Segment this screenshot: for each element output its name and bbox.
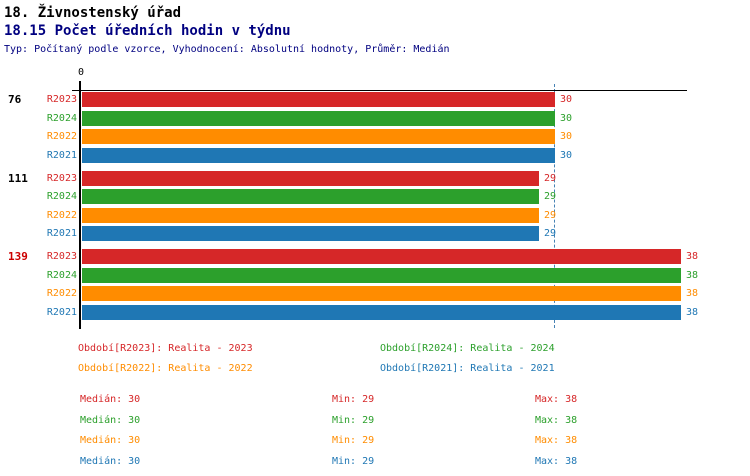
chart-meta-line: Typ: Počítaný podle vzorce, Vyhodnocení:… [4, 44, 450, 55]
bar [82, 147, 555, 163]
x-axis-line [72, 90, 687, 91]
bar [82, 170, 539, 186]
bar [82, 226, 539, 241]
stat-cell: Medián: 30 [80, 456, 141, 467]
bar-value-label: 30 [560, 131, 573, 142]
bar-value-label: 29 [544, 228, 557, 239]
legend-item: Období[R2023]: Realita - 2023 [78, 343, 253, 354]
group-label: 76 [8, 93, 22, 106]
legend-item: Období[R2021]: Realita - 2021 [380, 363, 555, 374]
bar-series-label: R2022 [46, 288, 77, 299]
bar-value-label: 30 [560, 112, 573, 124]
bar [82, 286, 681, 301]
stat-cell: Min: 29 [332, 435, 375, 446]
bar [82, 92, 555, 107]
bar-series-label: R2023 [46, 172, 77, 184]
bar-value-label: 38 [686, 288, 699, 299]
x-axis-zero-label: 0 [77, 67, 85, 78]
legend-item: Období[R2024]: Realita - 2024 [380, 343, 555, 354]
bar-value-label: 38 [686, 251, 699, 262]
stat-cell: Max: 38 [535, 415, 578, 426]
bar-series-label: R2024 [46, 269, 77, 281]
bar-value-label: 38 [686, 306, 699, 318]
stat-cell: Max: 38 [535, 435, 578, 446]
group-label: 139 [8, 250, 28, 263]
bar-value-label: 30 [560, 149, 573, 161]
bar [82, 110, 555, 126]
bar-value-label: 38 [686, 269, 699, 281]
bar [82, 129, 555, 144]
page-title: 18. Živnostenský úřad [4, 5, 182, 21]
bar-value-label: 29 [544, 191, 557, 202]
bar-series-label: R2021 [46, 228, 77, 239]
bar [82, 304, 681, 320]
bar [82, 249, 681, 264]
bar-series-label: R2022 [46, 209, 77, 221]
y-axis-line [79, 81, 81, 329]
bar-series-label: R2021 [46, 149, 77, 161]
stat-cell: Medián: 30 [80, 415, 141, 426]
bar-value-label: 29 [544, 172, 557, 184]
bar [82, 189, 539, 204]
bar-series-label: R2022 [46, 131, 77, 142]
bar-series-label: R2021 [46, 306, 77, 318]
bar [82, 267, 681, 283]
bar-value-label: 30 [560, 94, 573, 105]
legend-item: Období[R2022]: Realita - 2022 [78, 363, 253, 374]
stat-cell: Min: 29 [332, 456, 375, 467]
group-label: 111 [8, 171, 28, 185]
stat-cell: Min: 29 [332, 394, 375, 405]
bar-series-label: R2023 [46, 94, 77, 105]
bar-series-label: R2024 [46, 112, 77, 124]
bar [82, 207, 539, 223]
median-line [554, 84, 555, 328]
bar-series-label: R2023 [46, 251, 77, 262]
stat-cell: Min: 29 [332, 415, 375, 426]
bar-value-label: 29 [544, 209, 557, 221]
chart-subtitle: 18.15 Počet úředních hodin v týdnu [4, 23, 291, 39]
bar-series-label: R2024 [46, 191, 77, 202]
stat-cell: Max: 38 [535, 394, 578, 405]
stat-cell: Max: 38 [535, 456, 578, 467]
stat-cell: Medián: 30 [80, 394, 141, 405]
stat-cell: Medián: 30 [80, 435, 141, 446]
